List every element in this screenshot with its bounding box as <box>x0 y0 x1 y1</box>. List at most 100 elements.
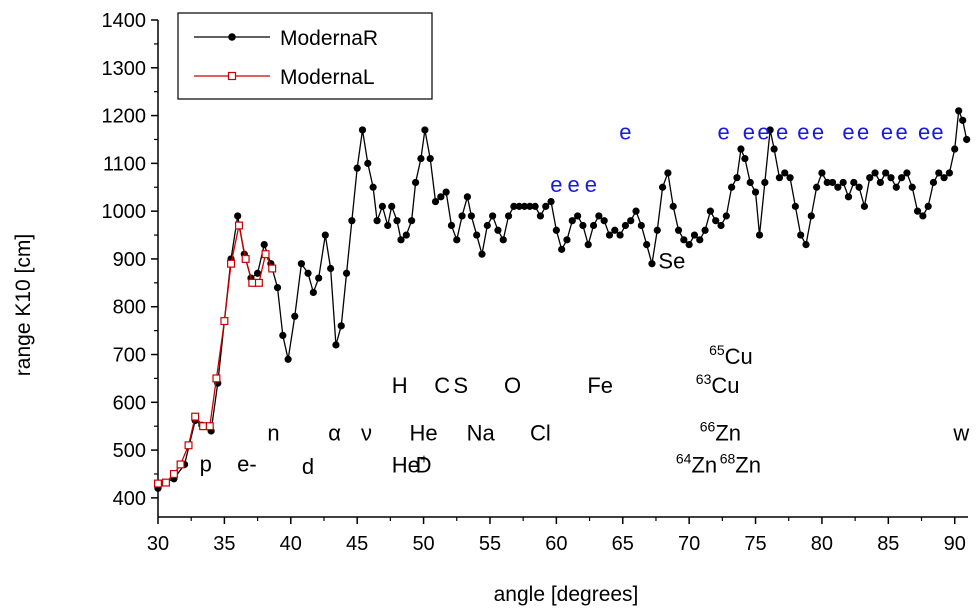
x-tick-label: 90 <box>944 533 966 555</box>
data-point-modernal <box>268 264 277 273</box>
data-point-modernal <box>184 441 193 450</box>
data-point-modernar <box>648 260 656 268</box>
data-point-modernar <box>574 212 582 220</box>
data-point-modernar <box>412 178 420 187</box>
data-point-modernal <box>205 422 214 431</box>
annotation-label: p <box>200 452 212 477</box>
data-point-modernar <box>309 288 317 296</box>
data-point-modernar <box>253 269 262 277</box>
x-tick-label: 70 <box>678 533 700 555</box>
data-point-modernar <box>358 126 367 134</box>
data-point-modernar <box>510 202 518 210</box>
data-point-modernar <box>781 169 789 177</box>
data-point-modernar <box>643 241 651 249</box>
annotation-label: Cl <box>530 421 551 446</box>
x-tick-label: 60 <box>545 533 567 555</box>
data-point-modernar <box>291 312 299 320</box>
annotation-label: e <box>857 119 869 144</box>
data-point-modernar <box>342 269 351 277</box>
annotation-label: e <box>619 119 631 144</box>
data-point-modernar <box>669 202 677 210</box>
data-point-modernar <box>813 183 821 191</box>
data-point-modernar <box>483 221 491 230</box>
data-point-modernar <box>504 212 513 220</box>
data-point-modernar <box>552 226 560 234</box>
annotation-label: e <box>743 119 755 144</box>
data-point-modernal <box>191 412 200 421</box>
data-point-modernar <box>579 221 587 230</box>
annotation-label: e <box>757 119 769 144</box>
annotation-label: O <box>504 373 521 398</box>
data-point-modernal <box>241 254 250 263</box>
y-tick-label: 400 <box>113 488 146 510</box>
data-point-modernar <box>463 193 471 201</box>
x-tick-label: 45 <box>346 533 368 555</box>
data-point-modernar <box>706 207 714 215</box>
data-point-modernar <box>908 183 916 191</box>
data-point-modernal <box>227 259 236 268</box>
data-point-modernar <box>959 116 967 124</box>
data-point-modernar <box>584 241 592 249</box>
data-point-modernar <box>369 183 377 191</box>
x-tick-label: 30 <box>147 533 169 555</box>
data-point-modernar <box>388 202 396 210</box>
annotation-label: e <box>567 172 579 197</box>
data-point-modernal <box>261 250 270 259</box>
annotation-label: e <box>797 119 809 144</box>
annotation-label: S <box>453 373 468 398</box>
data-point-modernar <box>489 212 497 220</box>
data-point-modernar <box>234 212 242 220</box>
data-point-modernar <box>408 217 416 225</box>
data-point-modernar <box>373 217 381 225</box>
data-point-modernar <box>595 212 603 220</box>
series-line-modernal <box>157 225 273 485</box>
data-point-modernar <box>658 183 667 191</box>
data-point-modernar <box>284 355 292 363</box>
data-point-modernar <box>421 126 429 134</box>
legend-label-modernar: ModernaR <box>280 27 378 50</box>
data-point-modernar <box>855 183 863 191</box>
data-point-modernar <box>797 231 805 239</box>
data-point-modernar <box>935 169 943 177</box>
data-point-modernar <box>680 236 688 244</box>
annotation-label: e <box>585 172 597 197</box>
x-tick-label: 50 <box>412 533 434 555</box>
annotation-label: Se <box>658 249 685 274</box>
legend-marker-modernal <box>227 71 237 81</box>
annotation-label: e <box>881 119 893 144</box>
data-point-modernar <box>701 226 709 234</box>
data-point-modernar <box>775 174 784 182</box>
data-point-modernar <box>755 231 764 239</box>
annotation-label: 68Zn <box>720 451 761 478</box>
data-point-modernar <box>637 221 645 230</box>
annotation-label: He+ <box>392 451 428 478</box>
annotation-label: e <box>895 119 907 144</box>
data-point-modernar <box>337 322 345 330</box>
annotation-label: n <box>267 421 279 446</box>
data-point-modernar <box>791 202 799 210</box>
data-point-modernar <box>882 169 890 177</box>
annotation-label: e <box>931 119 943 144</box>
data-point-modernar <box>542 202 550 210</box>
x-tick-label: 75 <box>744 533 766 555</box>
annotation-label: e <box>718 119 730 144</box>
data-point-modernar <box>393 217 401 225</box>
annotation-label: 64Zn <box>676 451 717 478</box>
x-tick-label: 85 <box>877 533 899 555</box>
x-axis-title: angle [degrees] <box>494 583 639 606</box>
legend-label-modernal: ModernaL <box>280 66 375 89</box>
data-point-modernar <box>712 217 720 225</box>
data-point-modernar <box>924 202 932 210</box>
data-point-modernal <box>220 317 229 326</box>
data-point-modernal <box>199 422 208 431</box>
data-point-modernar <box>437 193 445 201</box>
y-tick-label: 800 <box>113 297 146 319</box>
data-point-modernar <box>871 169 879 177</box>
data-point-modernar <box>536 212 545 220</box>
legend-marker-modernar <box>228 33 236 41</box>
data-point-modernar <box>478 250 486 258</box>
annotation-label: D <box>416 453 432 478</box>
annotation-label: e <box>776 119 788 144</box>
